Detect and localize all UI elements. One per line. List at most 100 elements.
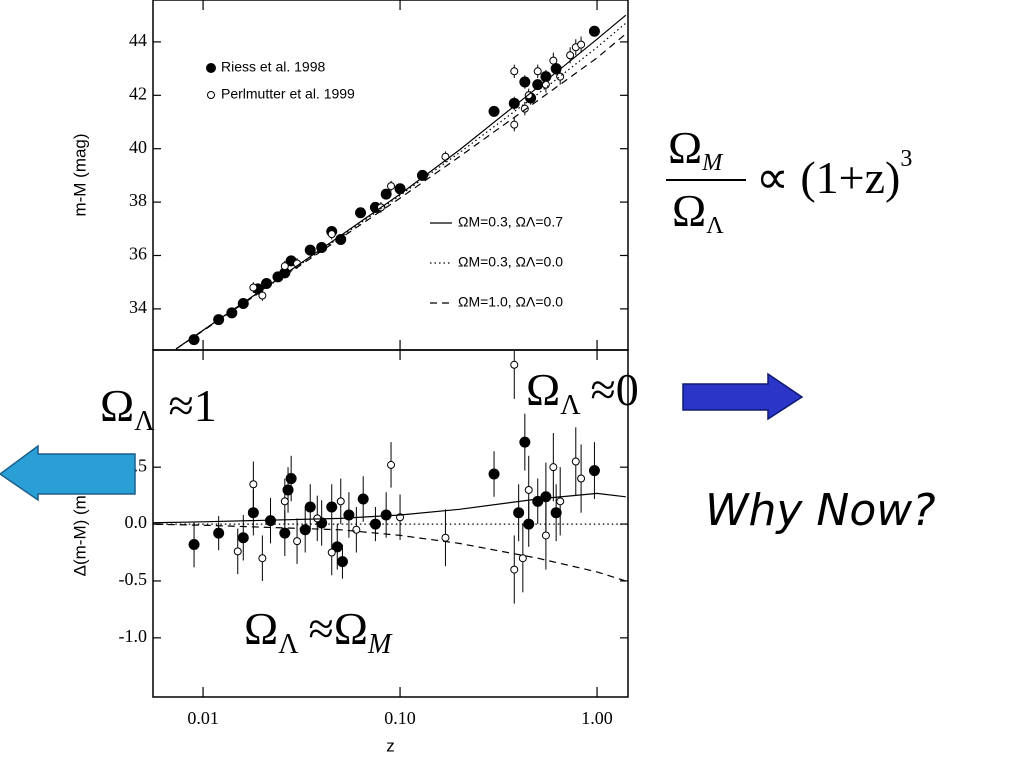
data-point	[336, 497, 345, 506]
y-tick-label: -0.5	[119, 569, 148, 589]
data-point	[247, 507, 259, 519]
model-curve	[153, 492, 626, 524]
annotation: ΩΛ ≈1	[100, 380, 217, 438]
data-point	[280, 497, 289, 506]
x-tick-label: 0.10	[384, 708, 416, 728]
y-tick-label: 42	[129, 83, 147, 103]
plots: 34 36 38 40 42 44 m-M (mag) Riess et al. 1998 Pe…	[70, 0, 629, 755]
data-point	[533, 67, 542, 76]
y-tick-label: 40	[129, 137, 147, 157]
eq-den: ΩΛ	[672, 185, 724, 239]
data-point	[280, 262, 289, 271]
annotation: ΩΛ ≈0	[526, 364, 639, 422]
data-point	[540, 491, 552, 503]
y-tick-label: 36	[129, 244, 147, 264]
data-point	[510, 120, 519, 129]
data-point	[279, 527, 291, 539]
right-arrow	[682, 372, 804, 421]
y-axis-label: m-M (mag)	[70, 133, 89, 216]
model-curve	[175, 14, 627, 350]
data-point	[188, 539, 200, 551]
annotation: ΩΛ ≈ΩM	[244, 603, 393, 661]
data-point	[226, 307, 238, 319]
data-point	[304, 501, 316, 513]
data-point	[550, 507, 562, 519]
data-point	[233, 547, 242, 556]
data-point	[258, 554, 267, 563]
data-point	[285, 473, 297, 485]
data-point	[566, 51, 575, 60]
plot-area	[175, 14, 627, 350]
data-point	[541, 531, 550, 540]
data-point	[488, 468, 500, 480]
x-tick-label: 1.00	[581, 708, 613, 728]
data-point	[571, 457, 580, 466]
legend-label: Perlmutter et al. 1999	[221, 86, 355, 102]
data-point	[556, 72, 565, 81]
data-point	[249, 480, 258, 489]
data-point	[519, 76, 531, 88]
data-point	[524, 485, 533, 494]
data-point	[441, 533, 450, 542]
data-point	[352, 525, 361, 534]
data-point	[380, 188, 392, 200]
data-point	[249, 283, 258, 292]
model-curve	[153, 523, 626, 582]
why-now: Why Now?	[705, 485, 936, 536]
data-point	[556, 497, 565, 506]
data-point	[387, 460, 396, 469]
eq-num: ΩM	[668, 122, 724, 176]
data-point	[304, 244, 316, 256]
data-point	[258, 291, 267, 300]
legend-label: ΩM=0.3, ΩΛ=0.0	[458, 254, 563, 270]
legend-marker	[207, 91, 215, 99]
data-point	[357, 493, 369, 505]
y-tick-label: 34	[129, 297, 147, 317]
data-point	[519, 436, 531, 448]
data-point	[327, 230, 336, 239]
data-point	[387, 182, 396, 191]
y-tick-label: 44	[129, 30, 147, 50]
data-point	[577, 40, 586, 49]
data-point	[588, 465, 600, 477]
data-point	[336, 556, 348, 568]
y-tick-label: 38	[129, 190, 147, 210]
data-point	[513, 507, 525, 519]
panel: 34 36 38 40 42 44 m-M (mag) Riess et al. 1998 Pe…	[70, 0, 629, 351]
x-tick-label: 0.01	[187, 708, 219, 728]
x-axis-label: z	[386, 736, 395, 755]
data-point	[488, 105, 500, 117]
data-point	[282, 484, 294, 496]
model-curve	[175, 33, 627, 350]
data-point	[326, 501, 338, 513]
data-point	[588, 25, 600, 37]
data-point	[380, 509, 392, 521]
left-arrow	[0, 444, 136, 502]
y-tick-label: -1.0	[119, 626, 148, 646]
data-point	[577, 474, 586, 483]
data-point	[237, 532, 249, 544]
legend-marker	[206, 63, 216, 73]
legend-label: Riess et al. 1998	[221, 59, 325, 75]
y-axis-label: Δ(m-M) (mag)	[70, 471, 89, 577]
y-tick-label: 0.0	[125, 512, 148, 532]
data-point	[299, 524, 311, 536]
eq-rhs: ∝ (1+z)3	[756, 146, 912, 203]
data-point	[213, 527, 225, 539]
data-point	[510, 360, 519, 369]
legend-label: ΩM=0.3, ΩΛ=0.7	[458, 214, 563, 230]
data-point	[518, 554, 527, 563]
data-point	[369, 518, 381, 530]
data-point	[508, 97, 520, 109]
legend-label: ΩM=1.0, ΩΛ=0.0	[458, 294, 563, 310]
data-point	[327, 548, 336, 557]
data-point	[510, 565, 519, 574]
plot-area	[153, 350, 626, 604]
equation: ΩM ΩΛ ∝ (1+z)3	[666, 122, 912, 239]
data-point	[549, 56, 558, 65]
data-point	[355, 207, 367, 219]
data-point	[293, 537, 302, 546]
data-point	[510, 67, 519, 76]
